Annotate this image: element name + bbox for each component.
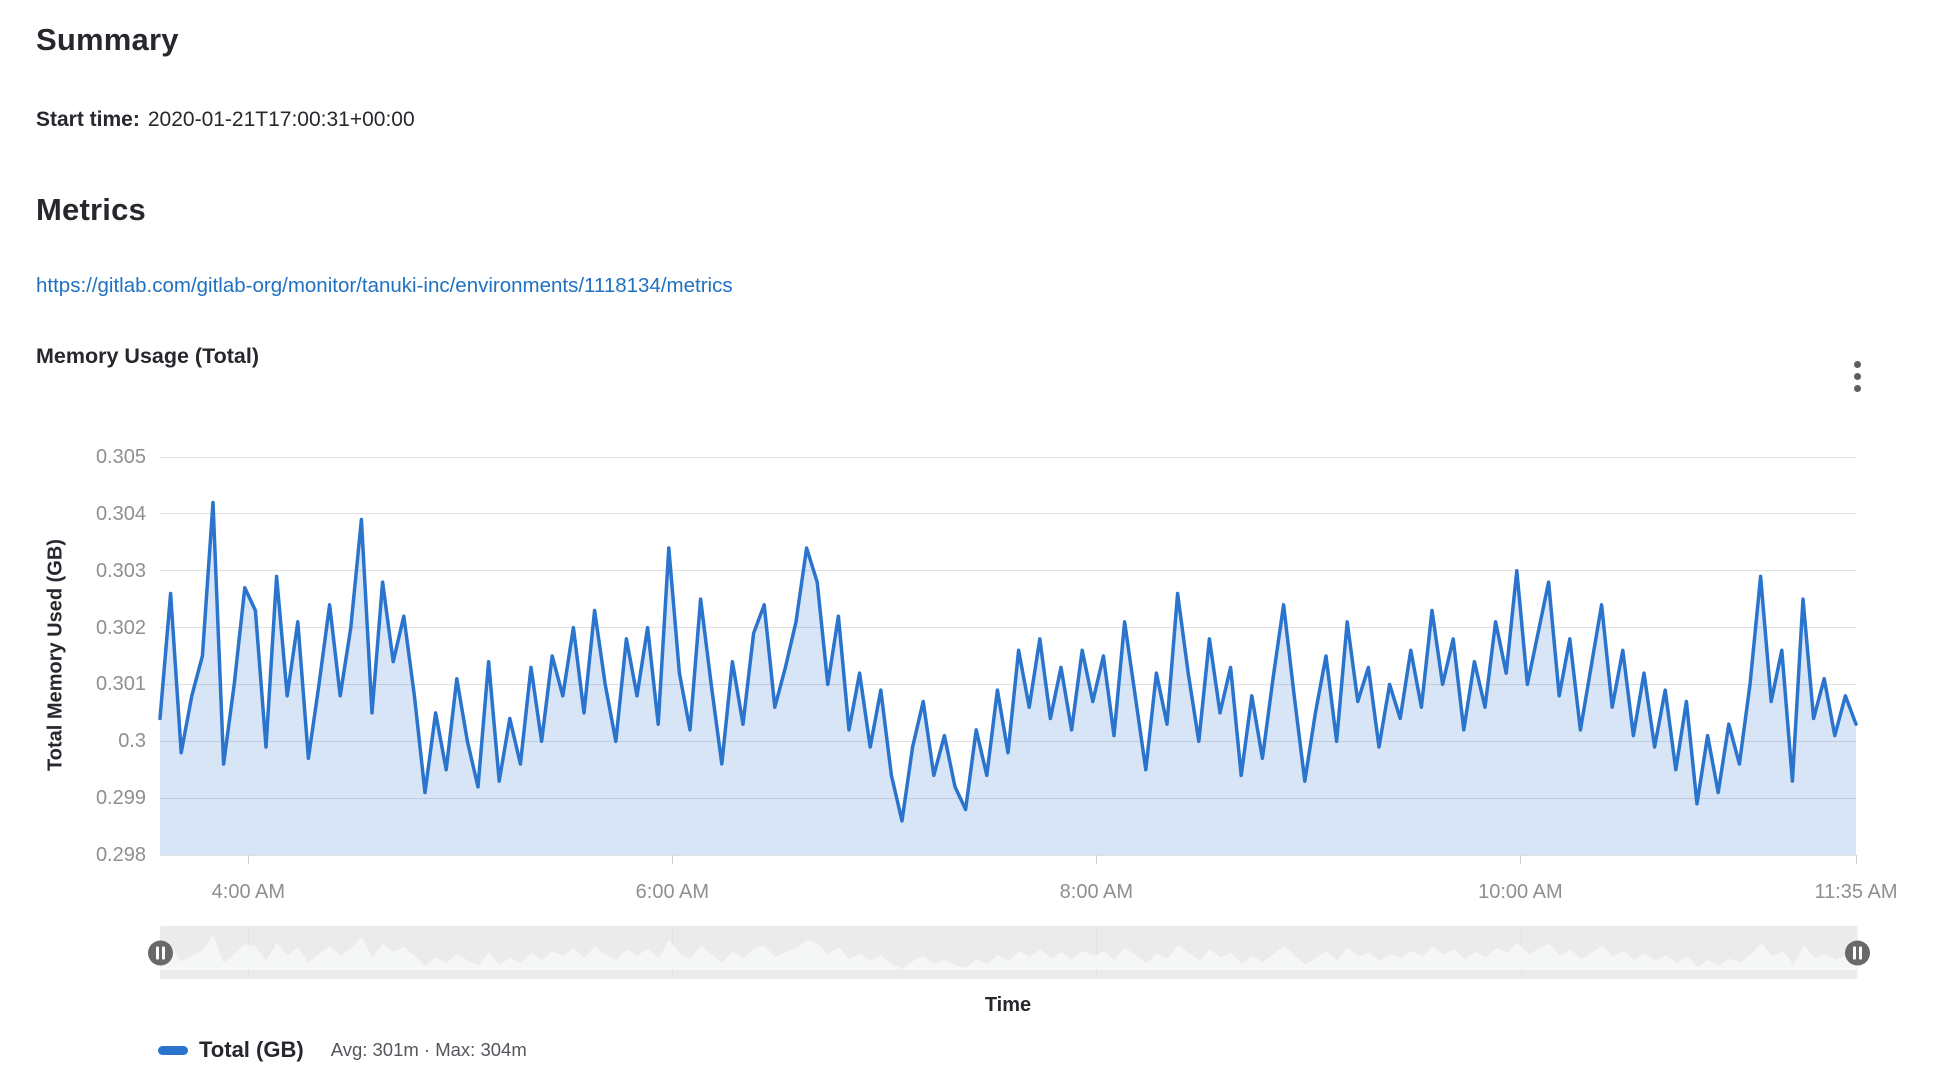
x-axis-tick-label: 11:35 AM (1814, 881, 1898, 903)
y-axis-tick-label: 0.305 (95, 446, 146, 468)
y-gridline (160, 513, 1856, 515)
scrubber-handle-right-drag-handle-icon[interactable] (1845, 940, 1870, 965)
y-gridline (160, 854, 1856, 856)
x-axis-tick-label: 8:00 AM (1059, 881, 1134, 903)
series-area-fill (160, 502, 1856, 855)
y-gridline (160, 797, 1856, 799)
legend-series-stats: Avg: 301m · Max: 304m (330, 1039, 527, 1060)
start-time-line: Start time: 2020-01-21T17:00:31+00:00 (36, 108, 415, 132)
x-axis-tickmark (1519, 855, 1521, 864)
y-gridline (160, 627, 1856, 629)
x-axis-title: Time (984, 994, 1032, 1016)
scrubber-data-shadow (160, 935, 1857, 970)
legend-item-total-gb[interactable]: Total (GB) Avg: 301m · Max: 304m (158, 1032, 527, 1068)
series-line (158, 500, 1858, 823)
handle-bar (1859, 946, 1862, 959)
kebab-dot (1853, 372, 1861, 380)
scrubber-mini-chart (160, 935, 1857, 970)
start-time-value: 2020-01-21T17:00:31+00:00 (147, 108, 415, 131)
metrics-heading: Metrics (36, 192, 146, 227)
y-axis-tick-label: 0.303 (95, 559, 146, 582)
y-axis-tick-label: 0.304 (95, 502, 146, 525)
kebab-dot (1853, 360, 1861, 368)
y-axis-tick-label: 0.299 (95, 787, 146, 810)
x-axis-tickmark (671, 855, 673, 864)
x-axis-tick-label: 10:00 AM (1478, 881, 1563, 903)
y-axis-tick-label: 0.298 (95, 844, 146, 866)
x-axis-tick-label: 4:00 AM (211, 881, 286, 903)
y-gridline (160, 683, 1856, 685)
time-range-scrubber[interactable] (148, 926, 1870, 979)
chart-title: Memory Usage (Total) (36, 344, 259, 368)
y-axis-tick-labels: 0.305 0.304 0.303 0.302 0.301 0.3 0.299 0.298 (0, 446, 146, 866)
x-axis-tickmark (1855, 855, 1857, 864)
summary-heading: Summary (36, 22, 179, 57)
kebab-dot (1853, 384, 1861, 392)
handle-bar (1853, 946, 1856, 959)
start-time-label: Start time: (36, 108, 140, 131)
x-axis-tickmark (247, 855, 249, 864)
handle-bar (162, 946, 165, 959)
x-axis-tick-labels: 4:00 AM 6:00 AM 8:00 AM 10:00 AM 11:35 AM (160, 879, 1898, 907)
x-axis-tick-label: 6:00 AM (635, 881, 710, 903)
y-axis-tick-label: 0.301 (95, 673, 146, 696)
x-axis-tickmarks (160, 855, 1857, 864)
y-axis-tick-label: 0.302 (95, 616, 146, 639)
metrics-environment-link[interactable]: https://gitlab.com/gitlab-org/monitor/ta… (36, 274, 733, 297)
y-axis-tick-label: 0.3 (118, 730, 146, 753)
handle-bar (156, 946, 159, 959)
legend-series-label: Total (GB) (199, 1037, 304, 1062)
memory-usage-chart[interactable] (158, 457, 1858, 855)
x-axis-tickmark (1095, 855, 1097, 864)
chart-plot-area[interactable] (158, 456, 1858, 856)
y-gridline (160, 570, 1856, 572)
kebab-vertical-icon[interactable] (1843, 352, 1871, 400)
legend-color-swatch (158, 1045, 188, 1055)
scrubber-handle-left-drag-handle-icon[interactable] (148, 940, 173, 965)
y-gridline (160, 456, 1856, 458)
